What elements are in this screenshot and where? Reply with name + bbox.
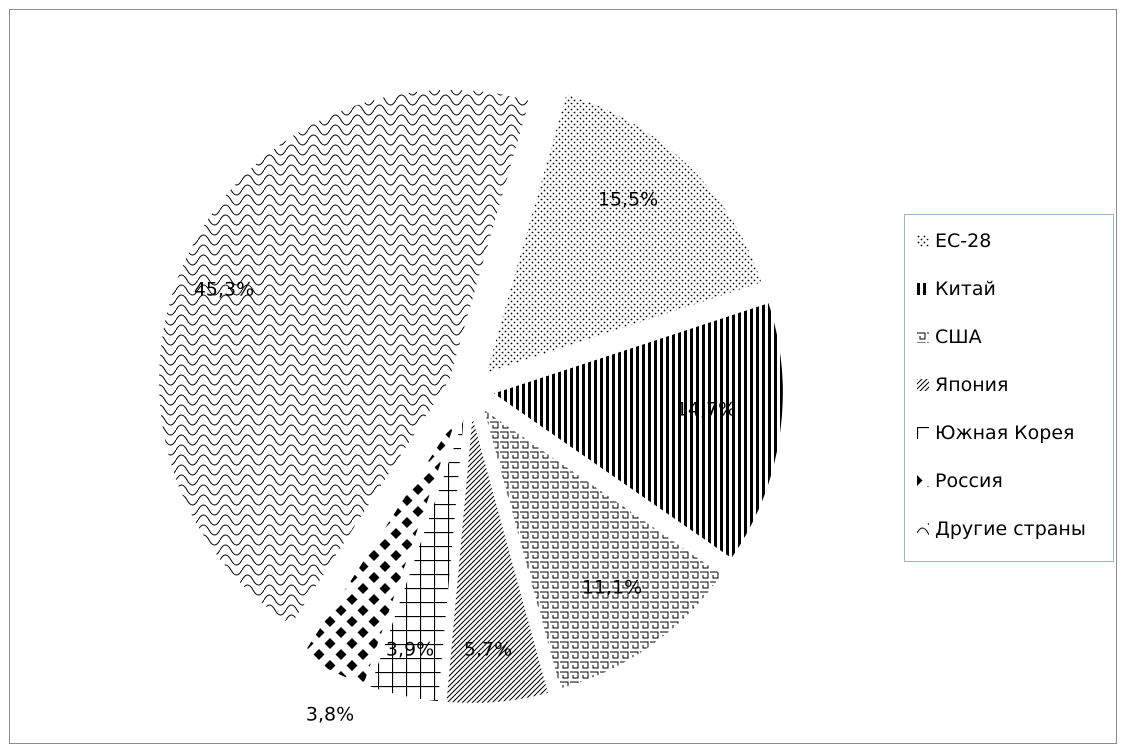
pie-slices bbox=[157, 87, 785, 705]
data-label-1: 15,5% bbox=[598, 189, 658, 211]
data-label-3: 11,1% bbox=[582, 577, 642, 599]
legend-swatch-1 bbox=[917, 235, 929, 247]
legend-swatch-2 bbox=[917, 283, 929, 295]
pie-slice-6 bbox=[300, 409, 462, 687]
legend-label-5: Южная Корея bbox=[935, 422, 1075, 444]
legend-swatch-5 bbox=[917, 427, 929, 439]
legend-label-7: Другие страны bbox=[935, 518, 1086, 540]
data-label-7: 45,3% bbox=[194, 279, 254, 301]
pie-slice-3 bbox=[481, 405, 725, 691]
legend-item-3: США bbox=[905, 323, 982, 351]
data-label-6: 3,8% bbox=[306, 704, 354, 726]
legend-label-1: ЕС-28 bbox=[935, 230, 992, 252]
legend-label-6: Россия bbox=[935, 470, 1003, 492]
pie-slice-1 bbox=[483, 92, 764, 376]
legend-label-3: США bbox=[935, 326, 982, 348]
legend-swatch-6 bbox=[917, 475, 929, 487]
data-label-2: 14,7% bbox=[676, 399, 736, 421]
legend-item-6: Россия bbox=[905, 467, 1003, 495]
legend-item-7: Другие страны bbox=[905, 515, 1086, 543]
legend-label-2: Китай bbox=[935, 278, 996, 300]
legend-swatch-3 bbox=[917, 331, 929, 343]
pie-slice-7 bbox=[157, 87, 532, 628]
pie-slice-4 bbox=[444, 411, 551, 705]
legend-label-4: Япония bbox=[935, 374, 1009, 396]
legend-swatch-4 bbox=[917, 379, 929, 391]
data-label-5: 3,9% bbox=[386, 639, 434, 661]
legend-item-1: ЕС-28 bbox=[905, 227, 991, 255]
legend-item-4: Япония bbox=[905, 371, 1008, 399]
legend-item-5: Южная Корея bbox=[905, 419, 1074, 447]
pie-labels: 15,5% 14,7% 11,1% 5,7% 3,9% 3,8% 45,3% bbox=[194, 189, 736, 726]
pie-slice-5 bbox=[367, 411, 467, 704]
legend: ЕС-28 Китай США Япония Южная Корея Россия Друг… bbox=[904, 214, 1114, 562]
pie-slice-2 bbox=[489, 300, 785, 561]
legend-item-2: Китай bbox=[905, 275, 996, 303]
legend-swatch-7 bbox=[917, 523, 929, 535]
data-label-4: 5,7% bbox=[464, 639, 512, 661]
